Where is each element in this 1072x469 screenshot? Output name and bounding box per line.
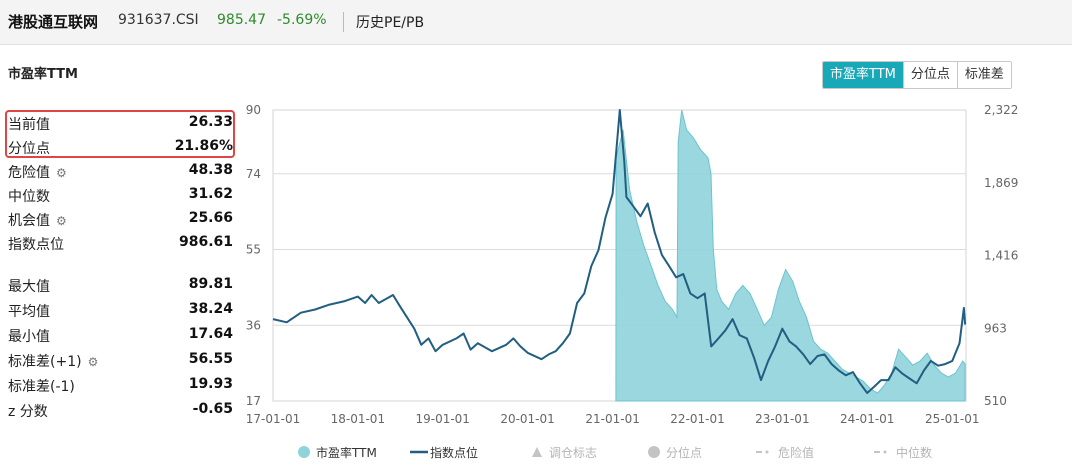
stat-label: 机会值 bbox=[8, 213, 50, 229]
stat-value: 17.64 bbox=[188, 326, 233, 342]
stat-label: z 分数 bbox=[8, 404, 48, 420]
stat-label: 最大值 bbox=[8, 279, 50, 295]
x-axis-tick-label: 17-01-01 bbox=[246, 412, 300, 426]
stat-label: 最小值 bbox=[8, 329, 50, 345]
legend-marker bbox=[765, 450, 769, 454]
stat-value: 986.61 bbox=[178, 234, 233, 250]
tab-std-dev[interactable]: 标准差 bbox=[956, 62, 1011, 88]
left-axis-tick-label: 74 bbox=[246, 167, 261, 181]
section-title: 市盈率TTM bbox=[8, 67, 78, 82]
legend-label: 调仓标志 bbox=[549, 446, 597, 460]
stat-label: 标准差(-1) bbox=[8, 379, 75, 395]
stat-danger: 危险值 ⚙ 48.38 bbox=[8, 160, 236, 182]
x-axis-tick-label: 22-01-01 bbox=[670, 412, 724, 426]
pe-ttm-area bbox=[615, 109, 966, 402]
legend-marker bbox=[532, 447, 542, 457]
stat-min: 最小值 17.64 bbox=[8, 324, 236, 346]
legend-marker bbox=[648, 446, 660, 458]
stat-value: 21.86% bbox=[174, 138, 233, 154]
right-axis-tick-label: 963 bbox=[984, 321, 1007, 335]
stat-value: 38.24 bbox=[188, 301, 233, 317]
stat-value: 56.55 bbox=[188, 351, 233, 367]
stat-opportunity: 机会值 ⚙ 25.66 bbox=[8, 208, 236, 230]
gear-icon[interactable]: ⚙ bbox=[56, 214, 67, 228]
stat-mean: 平均值 38.24 bbox=[8, 299, 236, 321]
stat-value: 48.38 bbox=[188, 162, 233, 178]
index-header: 港股通互联网 931637.CSI 985.47 -5.69% 历史PE/PB bbox=[0, 0, 1072, 45]
x-axis-tick-label: 25-01-01 bbox=[925, 412, 979, 426]
gear-icon[interactable]: ⚙ bbox=[87, 355, 99, 369]
stat-median: 中位数 31.62 bbox=[8, 184, 236, 206]
stat-value: 31.62 bbox=[188, 186, 233, 202]
stat-label: 指数点位 bbox=[8, 237, 64, 253]
x-axis-tick-label: 18-01-01 bbox=[331, 412, 385, 426]
x-axis-tick-label: 19-01-01 bbox=[415, 412, 469, 426]
stat-label: 中位数 bbox=[8, 189, 50, 205]
current-value-highlight bbox=[5, 110, 235, 158]
left-axis-tick-label: 55 bbox=[246, 243, 261, 257]
stat-current: 当前值 26.33 bbox=[8, 112, 236, 134]
index-price: 985.47 bbox=[217, 12, 266, 28]
legend-label: 中位数 bbox=[896, 445, 932, 460]
stat-label: 标准差(+1) bbox=[8, 354, 82, 370]
header-divider bbox=[343, 12, 344, 32]
right-axis-tick-label: 510 bbox=[984, 394, 1007, 408]
stat-max: 最大值 89.81 bbox=[8, 274, 236, 296]
tab-percentile[interactable]: 分位点 bbox=[902, 62, 957, 88]
stat-label: 当前值 bbox=[8, 117, 50, 133]
legend-label: 指数点位 bbox=[430, 445, 478, 460]
tab-pe-ttm[interactable]: 市盈率TTM bbox=[823, 62, 903, 88]
stat-value: 25.66 bbox=[188, 210, 233, 226]
metric-tabs: 市盈率TTM 分位点 标准差 bbox=[822, 61, 1012, 89]
right-axis-tick-label: 1,416 bbox=[984, 249, 1018, 263]
index-level-line bbox=[272, 109, 967, 394]
x-axis-tick-label: 23-01-01 bbox=[755, 412, 809, 426]
gear-icon[interactable]: ⚙ bbox=[56, 166, 67, 180]
stat-label: 危险值 bbox=[8, 165, 50, 181]
view-title[interactable]: 历史PE/PB bbox=[356, 15, 425, 31]
left-axis-tick-label: 17 bbox=[246, 394, 261, 408]
x-axis-tick-label: 21-01-01 bbox=[585, 412, 639, 426]
x-axis-tick-label: 24-01-01 bbox=[840, 412, 894, 426]
stat-percentile: 分位点 21.86% bbox=[8, 136, 236, 158]
x-axis-tick-label: 20-01-01 bbox=[500, 412, 554, 426]
stat-label: 平均值 bbox=[8, 304, 50, 320]
stat-value: -0.65 bbox=[192, 401, 233, 417]
left-axis-tick-label: 36 bbox=[246, 318, 261, 332]
stat-value: 89.81 bbox=[188, 276, 233, 292]
index-code: 931637.CSI bbox=[118, 12, 199, 28]
stat-value: 26.33 bbox=[188, 114, 233, 130]
stat-std-plus: 标准差(+1) ⚙ 56.55 bbox=[8, 349, 236, 371]
right-axis-tick-label: 2,322 bbox=[984, 103, 1018, 117]
left-axis-tick-label: 90 bbox=[246, 103, 261, 117]
legend-label: 危险值 bbox=[778, 445, 814, 460]
right-axis-tick-label: 1,869 bbox=[984, 176, 1018, 190]
stat-value: 19.93 bbox=[188, 376, 233, 392]
stat-label: 分位点 bbox=[8, 141, 50, 157]
stat-index-level: 指数点位 986.61 bbox=[8, 232, 236, 254]
index-name: 港股通互联网 bbox=[8, 13, 99, 31]
legend-label: 分位点 bbox=[666, 445, 702, 460]
stat-z-score: z 分数 -0.65 bbox=[8, 399, 236, 421]
legend-label: 市盈率TTM bbox=[316, 445, 377, 460]
stat-std-minus: 标准差(-1) 19.93 bbox=[8, 374, 236, 396]
index-change: -5.69% bbox=[277, 12, 327, 28]
legend-marker bbox=[298, 446, 310, 458]
legend-marker bbox=[883, 450, 887, 454]
